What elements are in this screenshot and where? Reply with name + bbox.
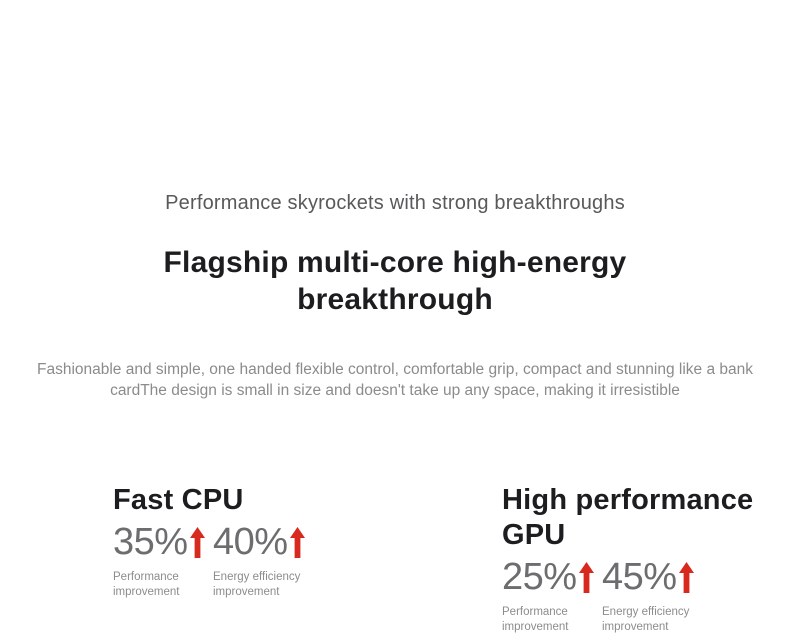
stat-item-cpu-performance: 35% Performance improvement <box>113 522 213 600</box>
stat-item-cpu-efficiency: 40% Energy efficiency improvement <box>213 522 313 600</box>
hero-description: Fashionable and simple, one handed flexi… <box>36 361 754 399</box>
hero-title: Flagship multi-core high-energy breakthr… <box>163 246 627 316</box>
stat-item-gpu-efficiency: 45% Energy efficiency improvement <box>602 557 702 635</box>
cpu-stats-section: Fast CPU 35% Performance improvement <box>113 483 502 635</box>
up-arrow-icon <box>578 561 594 593</box>
gpu-stats-section: High performance GPU 25% Performance imp… <box>502 483 777 635</box>
cpu-section-title: Fast CPU <box>113 484 244 516</box>
cpu-stat-items: 35% Performance improvement 40% <box>113 522 502 600</box>
stat-label: Performance improvement <box>502 606 569 633</box>
gpu-section-title: High performance GPU <box>502 484 754 551</box>
stat-label: Energy efficiency improvement <box>213 571 301 598</box>
stats-row: Fast CPU 35% Performance improvement <box>113 483 790 635</box>
stat-label: Energy efficiency improvement <box>602 606 690 633</box>
gpu-stat-items: 25% Performance improvement 45% <box>502 557 777 635</box>
stat-value: 45% <box>602 556 677 598</box>
stat-value: 35% <box>113 521 188 563</box>
stat-label: Performance improvement <box>113 571 180 598</box>
stat-value: 25% <box>502 556 577 598</box>
hero-subtitle: Performance skyrockets with strong break… <box>165 192 625 214</box>
stat-value: 40% <box>213 521 288 563</box>
up-arrow-icon <box>189 526 205 558</box>
stat-item-gpu-performance: 25% Performance improvement <box>502 557 602 635</box>
up-arrow-icon <box>289 526 305 558</box>
up-arrow-icon <box>678 561 694 593</box>
